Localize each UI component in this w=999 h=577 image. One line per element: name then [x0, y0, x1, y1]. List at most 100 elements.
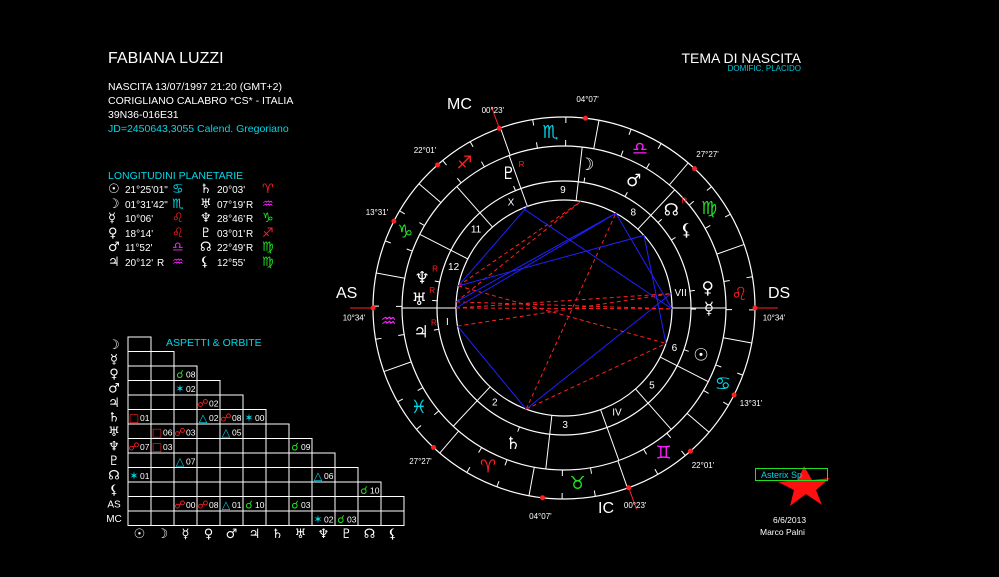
- moon-planet-icon: ☽: [579, 155, 594, 175]
- aspect-column-label: ☊: [364, 527, 376, 542]
- aries-sign-icon: ♈: [480, 456, 496, 477]
- degree-tick: [724, 213, 731, 218]
- opposition-aspect-icon: ☍: [174, 426, 185, 439]
- neptune-glyph-icon: ♆: [200, 211, 212, 226]
- house-cusp-marker: [391, 218, 397, 224]
- aspect-orb: 01: [232, 500, 242, 510]
- sign-boundary: [668, 162, 689, 186]
- aspect-cell: [311, 496, 336, 512]
- planet-position-tick: [683, 349, 689, 352]
- jupiter-glyph-icon: ♃: [108, 254, 120, 270]
- planet-position-tick: [583, 177, 586, 183]
- moon-glyph-icon: ☽: [108, 196, 120, 212]
- aspect-cell: [127, 496, 152, 512]
- venus-planet-icon: ♀: [701, 279, 713, 299]
- aspect-column-label: ♂: [226, 527, 238, 542]
- aspect-orb: 09: [301, 442, 311, 452]
- aspect-cell: [127, 365, 152, 381]
- aspect-orb: 10: [255, 500, 265, 510]
- house-cusp-marker: [540, 495, 546, 501]
- degree-tick: [478, 447, 483, 453]
- degree-tick: [593, 490, 596, 497]
- house-number: X: [508, 198, 515, 209]
- house-number: 2: [492, 397, 498, 408]
- aspect-cell: [150, 365, 175, 381]
- pisces-sign-icon: ♓: [411, 397, 427, 418]
- sagittarius-sign-icon: ♐: [262, 225, 274, 241]
- aspect-orb: 07: [140, 442, 150, 452]
- aspect-cell: [196, 510, 221, 526]
- leo-sign-icon: ♌: [172, 211, 184, 226]
- aspect-column-label: ☽: [157, 527, 169, 542]
- aspect-cell: [150, 394, 175, 410]
- aspect-orb: 03: [347, 514, 357, 524]
- aspect-cell: [242, 467, 267, 483]
- house-cusp-line: [659, 356, 709, 383]
- aspect-cell: [173, 467, 198, 483]
- libra-sign-icon: ♎: [632, 139, 648, 160]
- degree-tick: [688, 200, 695, 206]
- aspect-row-label: ♆: [108, 439, 120, 454]
- house-cusp-line: [600, 409, 620, 461]
- opposition-aspect-icon: ☍: [128, 440, 139, 453]
- julian-date: JD=2450643,3055 Calend. Gregoriano: [108, 123, 289, 135]
- mercury-planet-icon: ☿: [704, 299, 714, 319]
- aspect-column-label: ☿: [182, 527, 190, 542]
- uranus-glyph-icon: ♅: [200, 196, 212, 212]
- virgo-sign-icon: ♍: [262, 254, 274, 270]
- node-glyph-icon: ☊: [200, 240, 212, 255]
- house-cusp-line: [452, 386, 491, 427]
- uranus-longitude: 07°19': [217, 199, 246, 211]
- venus-glyph-icon: ♀: [108, 225, 118, 241]
- cancer-sign-icon: ♋: [172, 182, 184, 197]
- house-cusp-marker: [435, 162, 441, 168]
- venus-longitude: 18°14': [125, 228, 154, 240]
- aspect-orb: 00: [255, 413, 265, 423]
- lilith-planet-icon: ⚸: [680, 220, 692, 240]
- sextile-aspect-line: [457, 325, 527, 410]
- aspect-cell: [242, 452, 267, 468]
- midheaven-label: MC: [447, 96, 472, 113]
- capricorn-sign-icon: ♑: [262, 211, 274, 226]
- aspect-cell: [288, 467, 313, 483]
- aspect-cell: [265, 423, 290, 439]
- house-number: 8: [630, 208, 636, 219]
- uranus-retrograde: R: [246, 199, 254, 211]
- aspect-cell: [196, 380, 221, 396]
- saturn-glyph-icon: ♄: [200, 182, 212, 197]
- degree-tick: [643, 448, 647, 455]
- planet-position-tick: [657, 218, 663, 223]
- house-cusp-line: [456, 186, 493, 228]
- imum-coeli-label: IC: [598, 500, 614, 517]
- trine-aspect-icon: △: [314, 469, 323, 482]
- square-aspect-icon: □: [129, 411, 139, 424]
- aspect-row-label: ♇: [108, 454, 120, 469]
- degree-tick: [737, 372, 743, 376]
- aspect-cell: [127, 380, 152, 396]
- capricorn-sign-icon: ♑: [397, 222, 413, 243]
- aspect-cell: [242, 438, 267, 454]
- planet-position-tick: [513, 185, 516, 191]
- aspects-title: ASPETTI & ORBITE: [166, 337, 262, 349]
- person-name: FABIANA LUZZI: [108, 50, 224, 67]
- trine-aspect-line: [455, 212, 617, 309]
- lilith-longitude: 12°55': [217, 257, 246, 269]
- mercury-longitude: 10°06': [125, 214, 154, 225]
- house-cusp-degree: 10°34': [763, 314, 786, 323]
- aspect-orb: 03: [301, 500, 311, 510]
- degree-tick: [723, 401, 729, 406]
- trine-aspect-icon: △: [199, 411, 208, 424]
- conjunction-aspect-icon: ☌: [245, 498, 252, 511]
- planet-position-tick: [433, 328, 439, 331]
- aspect-cell: [265, 510, 290, 526]
- opposition-aspect-line: [455, 307, 672, 310]
- planet-position-tick: [689, 289, 695, 292]
- opposition-aspect-line: [455, 293, 672, 309]
- opposition-aspect-icon: ☍: [197, 498, 208, 511]
- house-cusp-degree: 00°23': [482, 106, 505, 115]
- degree-tick: [535, 142, 538, 149]
- aspect-cell: [219, 467, 244, 483]
- aspect-cell: [311, 481, 336, 497]
- sign-boundary: [528, 467, 535, 496]
